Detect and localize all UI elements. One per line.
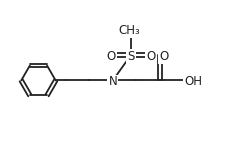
Text: S: S <box>127 50 135 63</box>
Text: O: O <box>146 50 155 63</box>
Text: OH: OH <box>184 75 202 88</box>
Text: O: O <box>106 50 116 63</box>
Text: O: O <box>159 50 168 63</box>
Text: CH₃: CH₃ <box>119 24 140 37</box>
Text: N: N <box>108 75 117 88</box>
